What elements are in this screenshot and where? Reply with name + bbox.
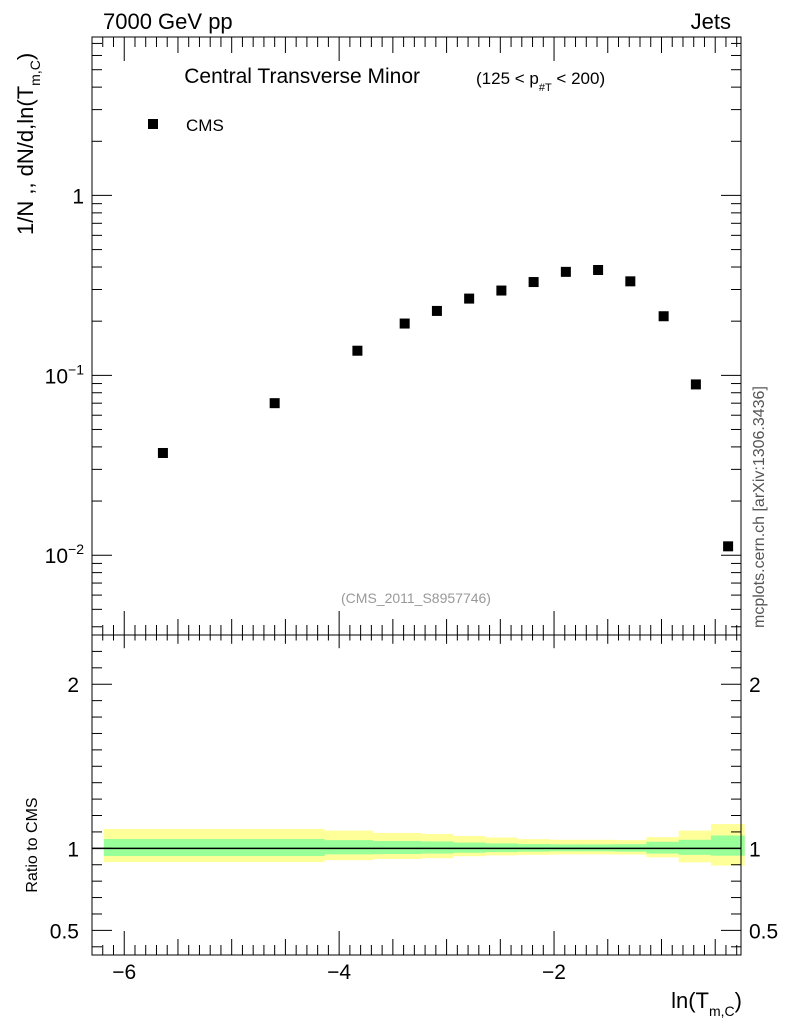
ratio-ylabel: Ratio to CMS: [24, 797, 41, 892]
data-point: [528, 277, 539, 288]
ratio-plot-frame: [91, 634, 742, 956]
ratio-xlabel-sub: m,C: [709, 1003, 735, 1019]
data-point: [157, 447, 168, 458]
ratio-xtick-label: −6: [112, 961, 136, 984]
ratio-band-green: [324, 840, 373, 855]
main-ytick-label: 10−1: [45, 361, 85, 388]
ratio-xlabel: ln(Tm,C): [671, 988, 742, 1019]
ratio-tick-marks: [92, 635, 741, 955]
main-ytick-label-base: 10: [45, 365, 68, 388]
data-point: [431, 305, 442, 316]
legend-label: CMS: [186, 116, 224, 135]
main-ylabel-sub: m,C: [27, 60, 43, 86]
title-cut-sub: #T: [539, 82, 552, 94]
main-ytick-label-base: 1: [72, 185, 84, 208]
ratio-ytick-label: 2: [67, 674, 79, 697]
main-ytick-label-exp: −2: [68, 541, 84, 557]
ratio-ytick-label-right: 1: [749, 838, 761, 861]
ratio-ytick-label-right: 0.5: [749, 920, 778, 943]
data-point: [352, 345, 363, 356]
main-ytick-label-exp: −1: [68, 361, 84, 377]
ratio-band-green: [678, 839, 712, 855]
data-point: [593, 265, 604, 276]
main-tick-marks: [92, 37, 741, 635]
data-point: [625, 276, 636, 287]
title-cut: (125 < p#T < 200): [476, 69, 605, 94]
title-cut-pre: (125 < p: [476, 69, 539, 88]
main-ylabel: 1/N ,, dN/d,ln(Tm,C): [13, 53, 43, 235]
main-ylabel-text: 1/N ,, dN/d,ln(T: [13, 86, 38, 235]
data-point: [399, 318, 410, 329]
ratio-ytick-labels: 2 2 1 1 0.5 0.5: [50, 674, 778, 943]
ratio-band-green: [420, 841, 454, 854]
energy-label: 7000 GeV pp: [103, 9, 233, 34]
data-point: [496, 285, 507, 296]
ratio-xtick-label: −2: [542, 961, 566, 984]
watermark: (CMS_2011_S8957746): [341, 590, 491, 606]
main-ytick-label: 1: [72, 185, 84, 208]
main-plot-panel: Central Transverse Minor (125 < p#T < 20…: [13, 36, 742, 636]
data-point: [464, 293, 475, 304]
ratio-bands: [103, 824, 745, 866]
ratio-band-green: [710, 835, 745, 856]
ratio-ytick-label-right: 2: [749, 674, 761, 697]
data-points: [157, 265, 734, 552]
ratio-ytick-label: 0.5: [50, 920, 79, 943]
data-point: [269, 398, 280, 409]
ratio-band-green: [103, 838, 325, 857]
side-label: mcplots.cern.ch [arXiv:1306.3436]: [751, 386, 768, 628]
data-point: [560, 266, 571, 277]
data-point: [723, 541, 734, 552]
ratio-xlabel-close: ): [735, 988, 742, 1013]
ratio-xlabel-text: ln(T: [671, 988, 709, 1013]
data-point: [690, 379, 701, 390]
main-title: Central Transverse Minor: [184, 65, 420, 88]
main-ytick-labels: 110−110−2: [45, 185, 85, 568]
title-cut-post: < 200): [552, 69, 605, 88]
main-ytick-label: 10−2: [45, 541, 85, 568]
ratio-xtick-labels: −6 −4 −2: [112, 961, 566, 984]
ratio-xtick-label: −4: [327, 961, 351, 984]
ratio-band-green: [372, 840, 422, 855]
title-main: Central Transverse Minor: [184, 65, 420, 88]
legend-marker: [148, 119, 158, 129]
main-ytick-label-base: 10: [45, 545, 68, 568]
data-point: [658, 311, 669, 322]
main-ylabel-close: ): [13, 53, 38, 60]
ratio-ytick-label: 1: [67, 838, 79, 861]
ratio-plot-panel: Ratio to CMS 2 2 1 1 0.5 0.5 −6 −4 −2 ln(Tm,C): [24, 634, 778, 1019]
category-label: Jets: [691, 9, 731, 34]
